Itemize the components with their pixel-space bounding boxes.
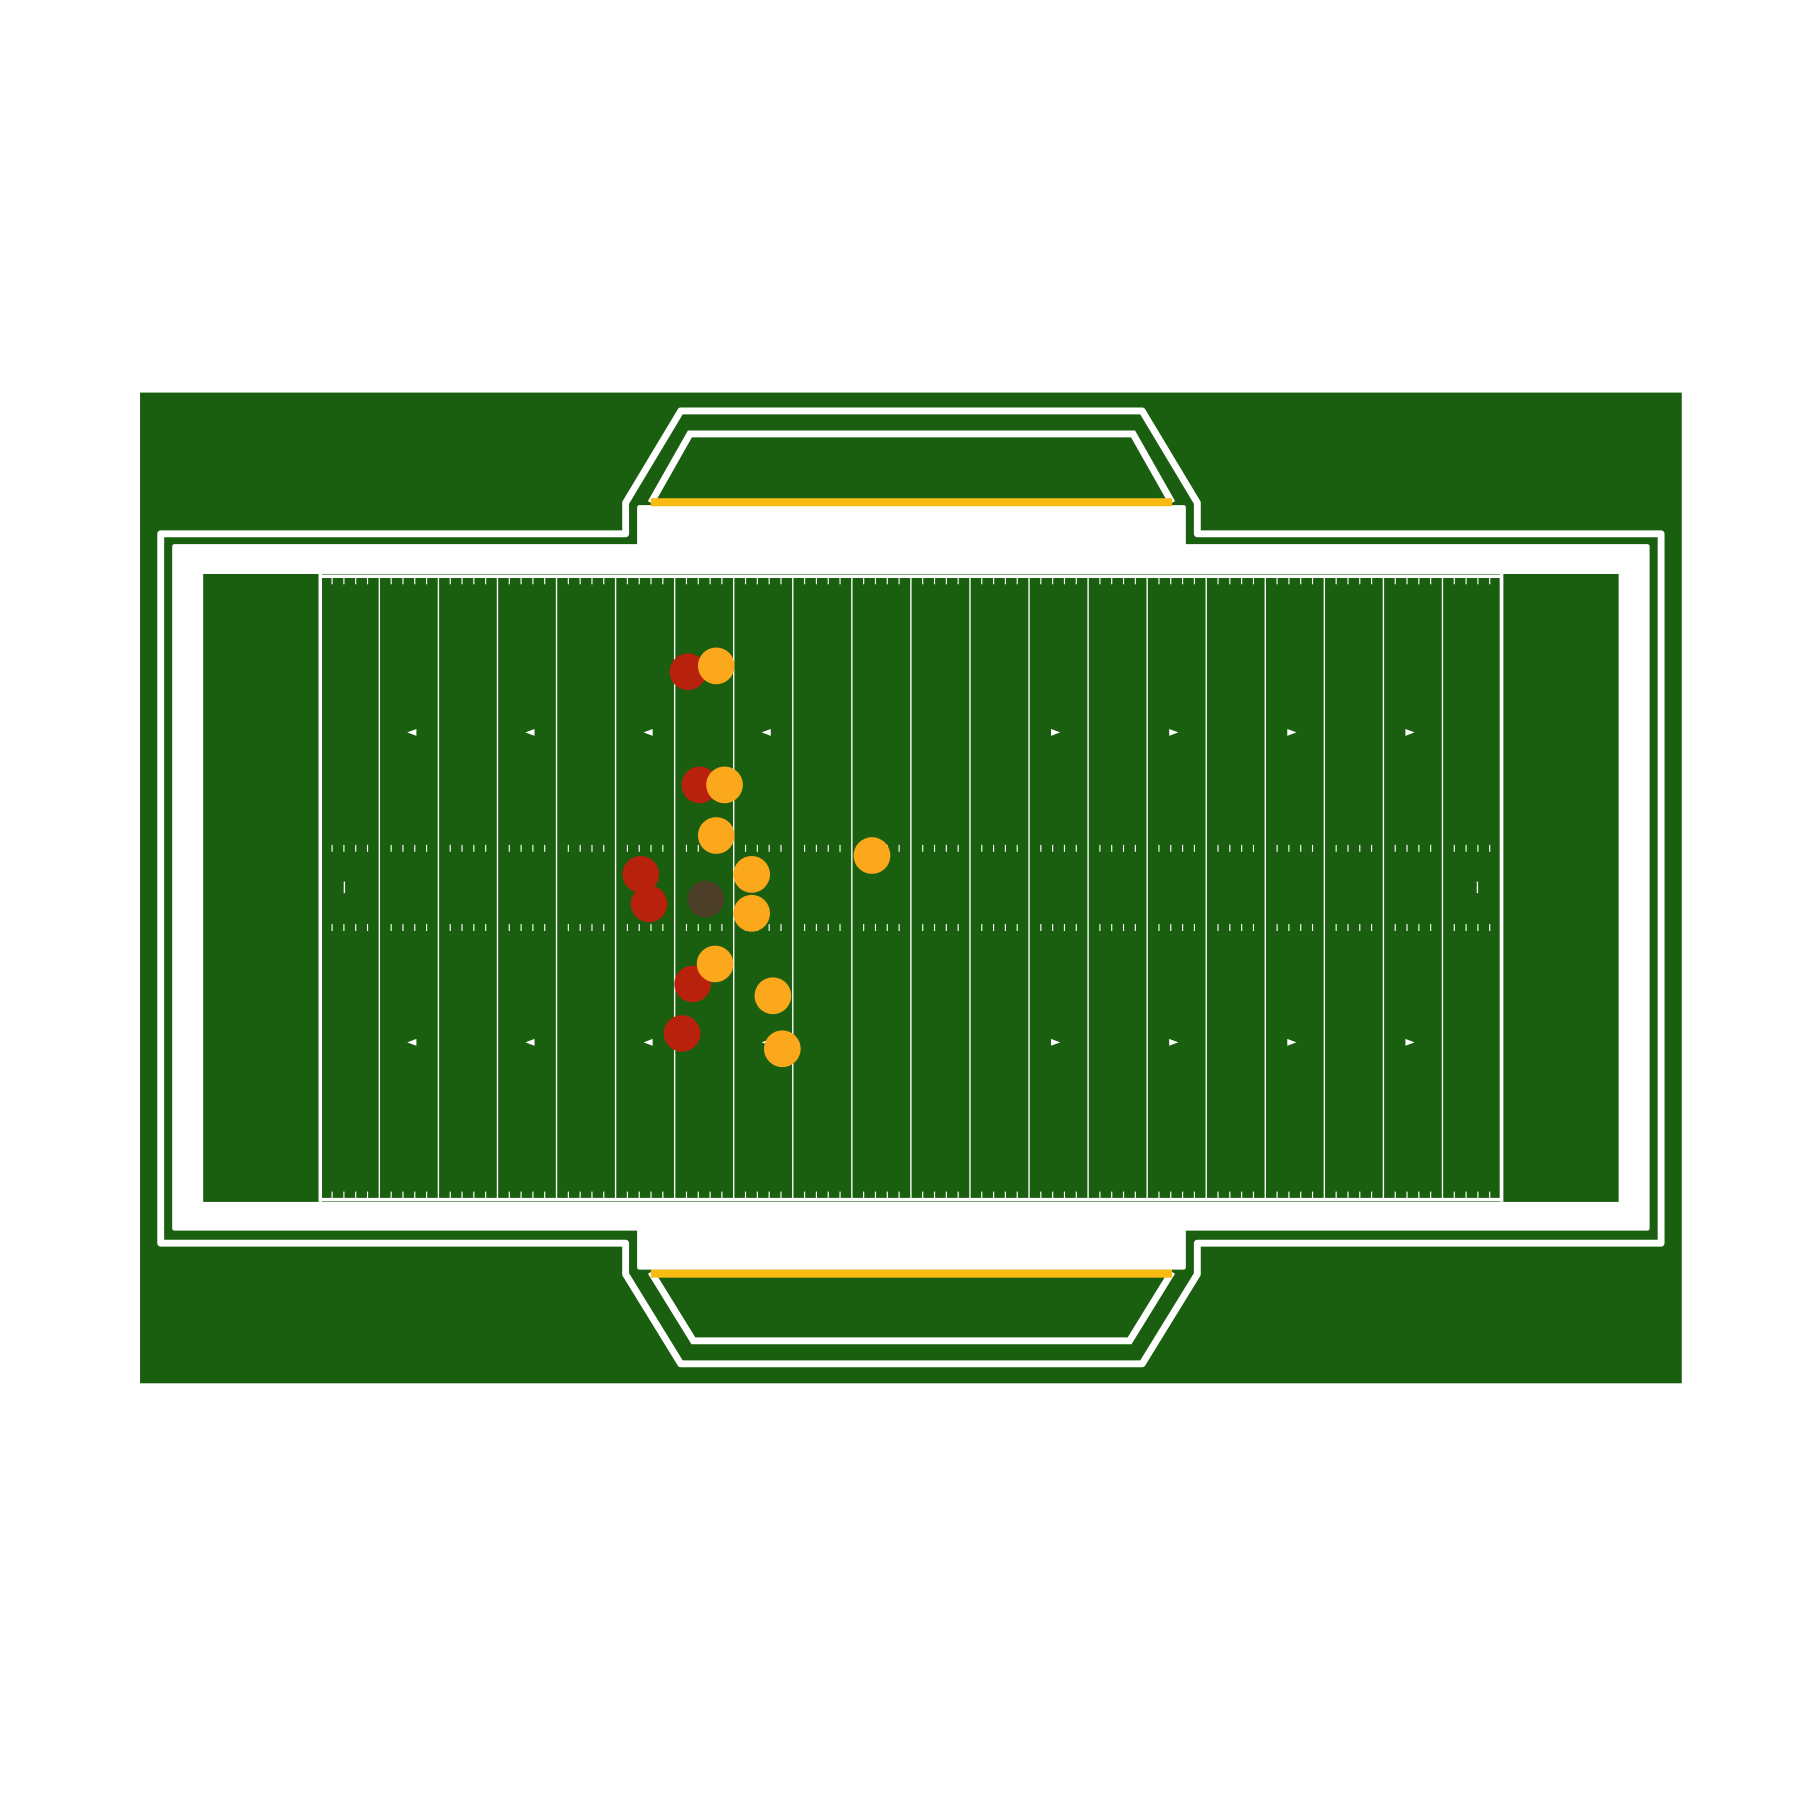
direction-arrow — [407, 1038, 417, 1046]
player-dot — [853, 837, 891, 874]
direction-arrow — [1051, 1038, 1061, 1046]
direction-arrow — [1169, 1038, 1179, 1046]
player-dot — [733, 894, 771, 932]
direction-arrow — [761, 728, 771, 736]
field-markings — [318, 573, 1504, 1202]
player-dot — [630, 885, 668, 923]
player-dot — [687, 880, 725, 918]
stadium-outline — [157, 407, 1665, 1368]
direction-arrow — [525, 728, 535, 736]
direction-arrow — [525, 1038, 535, 1046]
player-dot — [754, 977, 792, 1015]
player-dot — [622, 856, 660, 893]
direction-arrow — [643, 728, 653, 736]
player-dot — [706, 766, 743, 804]
direction-arrow — [1051, 728, 1061, 736]
direction-arrow — [1405, 728, 1415, 736]
direction-arrow — [1287, 1038, 1297, 1046]
bench-outline — [647, 430, 1176, 505]
player-dot — [697, 647, 735, 685]
player-dot — [697, 817, 735, 854]
direction-arrow — [407, 728, 417, 736]
player-dot — [669, 653, 707, 691]
bench-line — [650, 498, 1173, 507]
direction-arrow — [1287, 728, 1297, 736]
bench-outline — [647, 1270, 1175, 1345]
direction-arrow — [643, 1038, 653, 1046]
direction-arrow — [1405, 1038, 1415, 1046]
player-dot — [663, 1015, 701, 1052]
player-dot — [733, 856, 771, 893]
player-dot — [696, 945, 734, 983]
player-dot — [763, 1030, 801, 1068]
players — [622, 647, 891, 1068]
bench-line — [650, 1269, 1173, 1278]
direction-arrow — [1169, 728, 1179, 736]
